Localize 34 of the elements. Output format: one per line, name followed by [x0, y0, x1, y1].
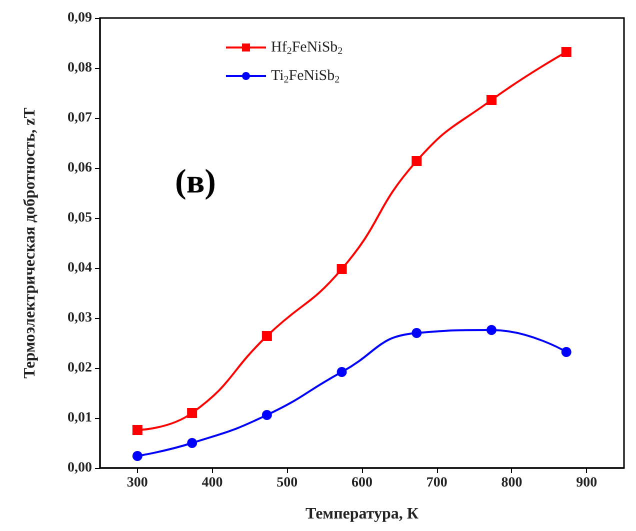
point — [561, 347, 572, 357]
y-tick-label: 0,00 — [68, 460, 92, 476]
x-tick-label: 900 — [576, 476, 598, 490]
point — [187, 438, 198, 448]
point — [561, 47, 572, 57]
point — [486, 325, 497, 335]
y-tick-label: 0,04 — [68, 260, 92, 276]
x-axis-title: Температура, К — [305, 506, 419, 522]
y-tick-label: 0,06 — [68, 160, 92, 176]
y-tick-label: 0,01 — [68, 410, 92, 426]
annotation: (в) — [175, 164, 216, 200]
point — [412, 328, 422, 338]
point — [262, 410, 272, 420]
y-tick-label: 0,03 — [68, 310, 92, 326]
point — [336, 264, 347, 274]
point — [132, 425, 142, 435]
x-tick-label: 500 — [276, 476, 298, 490]
x-tick-label: 400 — [202, 476, 223, 490]
point — [262, 331, 272, 341]
y-tick-label: 0,09 — [68, 10, 92, 26]
point — [132, 451, 142, 461]
x-tick-label: 300 — [126, 476, 148, 490]
point — [187, 408, 198, 418]
y-tick-label: 0,07 — [68, 110, 92, 126]
y-tick-label: 0,08 — [68, 60, 92, 76]
x-tick-label: 700 — [426, 476, 448, 490]
x-tick-label: 600 — [352, 476, 372, 490]
point — [336, 367, 347, 377]
y-axis-title: Термоэлектрическая добротность, zT — [22, 107, 38, 378]
point — [412, 156, 422, 166]
point — [486, 95, 497, 105]
x-tick-label: 800 — [501, 476, 522, 490]
y-tick-label: 0,02 — [68, 360, 92, 376]
y-tick-label: 0,05 — [68, 210, 92, 226]
